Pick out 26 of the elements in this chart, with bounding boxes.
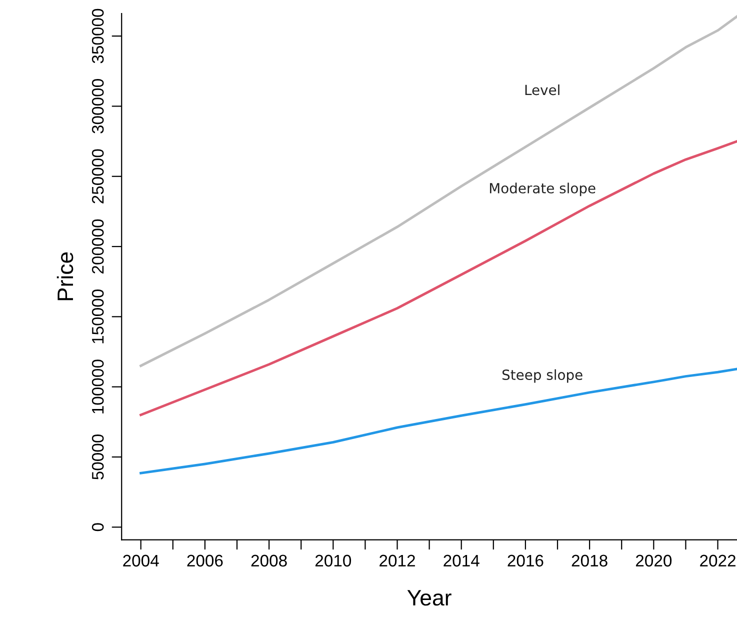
y-tick-label: 200000 — [92, 219, 104, 274]
x-tick-label: 2010 — [315, 554, 352, 567]
x-tick-label: 2008 — [251, 554, 287, 567]
y-tick-label: 150000 — [92, 290, 104, 344]
x-tick-label: 2006 — [187, 554, 223, 567]
line-series — [140, 140, 737, 416]
x-tick-label: 2018 — [572, 554, 608, 567]
y-tick-label: 250000 — [92, 149, 104, 204]
y-axis-title: Price — [56, 252, 74, 300]
line-series — [140, 15, 737, 368]
y-tick-label: 300000 — [92, 79, 104, 134]
y-tick-label: 350000 — [92, 8, 104, 64]
series-label: Steep slope — [502, 369, 582, 383]
x-tick-label: 2004 — [123, 554, 159, 567]
x-tick-label: 2014 — [444, 554, 480, 567]
y-tick-label: 50000 — [92, 434, 104, 480]
x-tick-label: 2016 — [508, 554, 544, 567]
series-label: Moderate slope — [490, 182, 596, 196]
x-tick-label: 2012 — [380, 554, 415, 567]
x-tick-label: 2020 — [636, 554, 672, 567]
y-tick-label: 0 — [92, 523, 104, 532]
line-series — [140, 368, 737, 474]
y-tick-label: 100000 — [92, 360, 104, 414]
x-tick-label: 2022 — [700, 554, 736, 567]
series-label: Level — [525, 84, 560, 96]
x-axis-title: Year — [407, 590, 452, 606]
